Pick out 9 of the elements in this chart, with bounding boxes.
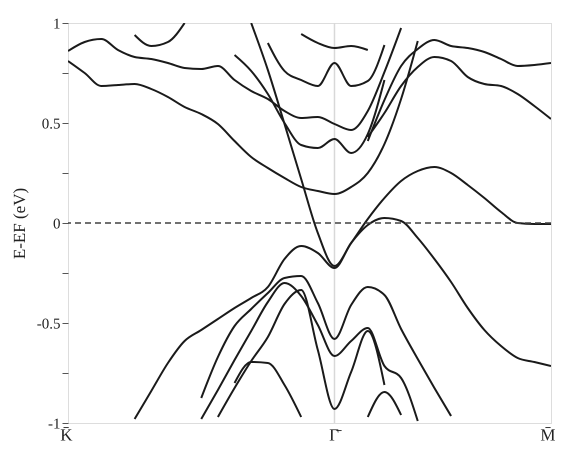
x-tick-label: K̄ [60, 426, 74, 444]
x-tick-label: M̄ [540, 426, 556, 444]
y-tick-label: 0 [53, 216, 60, 232]
y-tick-label: 0.5 [42, 116, 60, 132]
y-tick-label: -1 [48, 416, 60, 432]
y-tick-label: 1 [53, 16, 60, 32]
y-axis-title: E-EF (eV) [10, 188, 29, 260]
x-tick-label: Γ̄ [329, 426, 342, 444]
y-tick-label: -0.5 [36, 316, 60, 332]
